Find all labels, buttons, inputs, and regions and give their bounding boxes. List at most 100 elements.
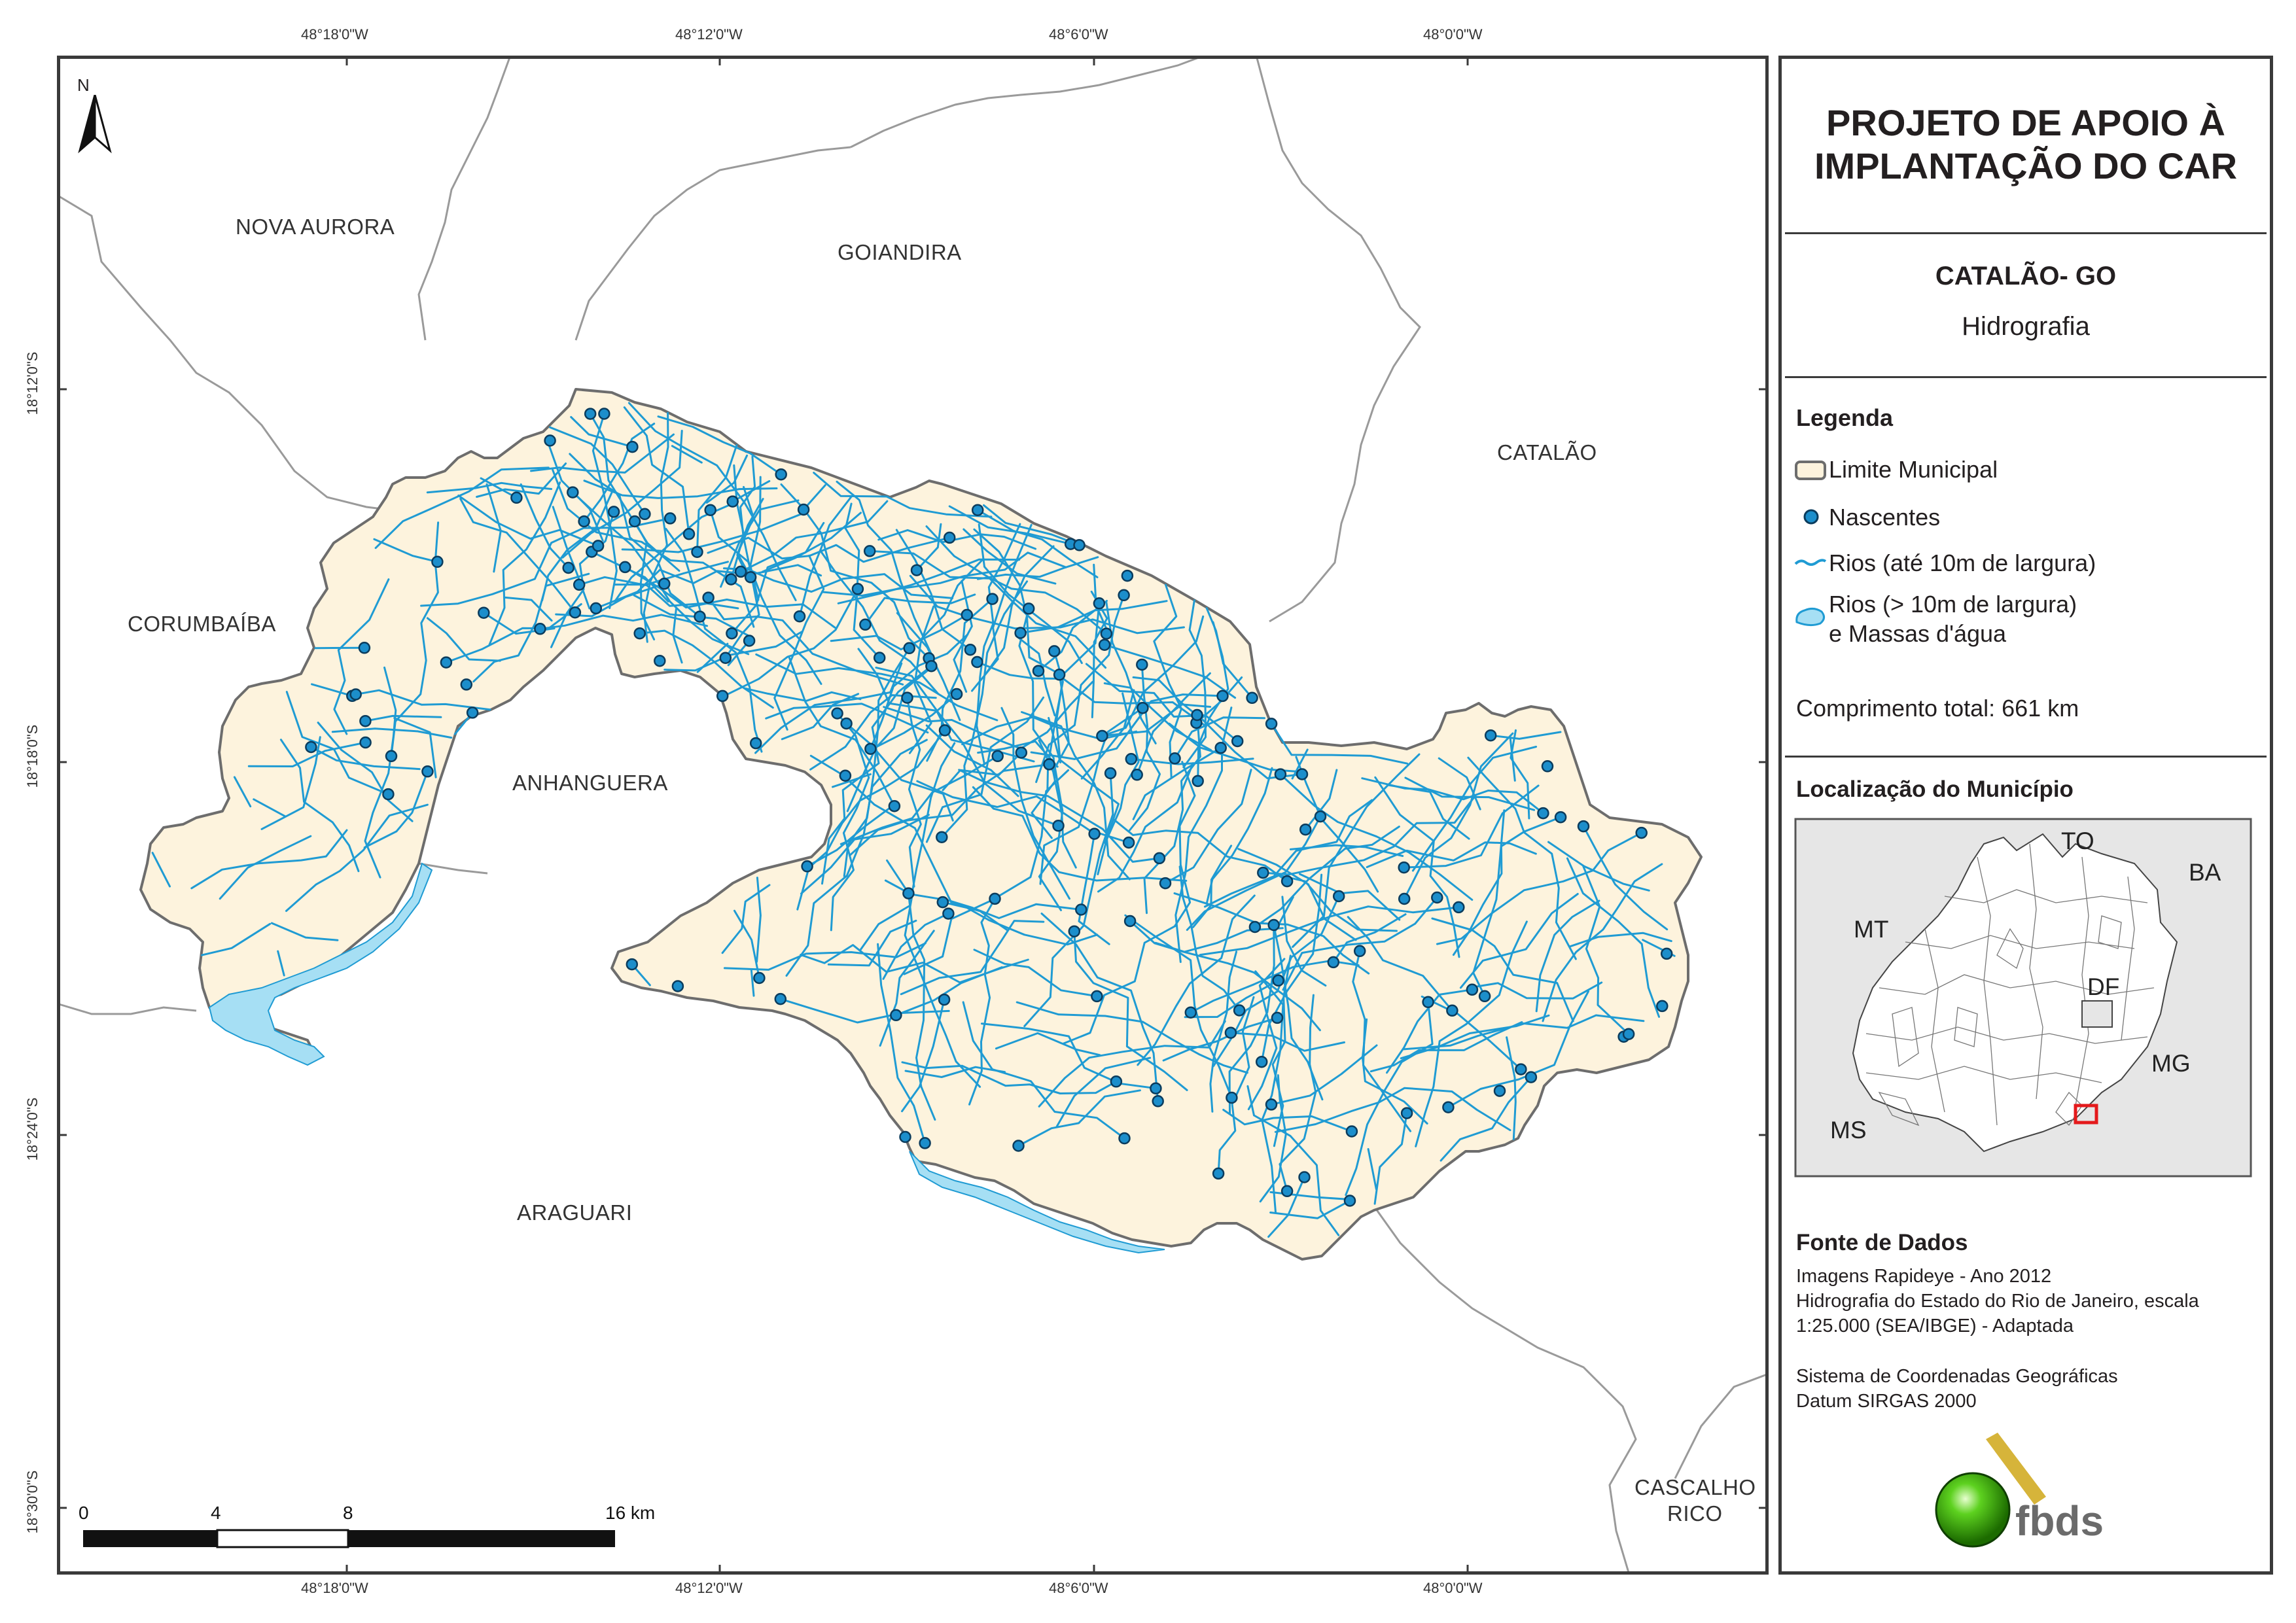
spring-point (1224, 1026, 1237, 1039)
spring-point (831, 707, 843, 720)
spring-point (903, 642, 915, 655)
river-segment (730, 464, 745, 581)
river-segment (1222, 1109, 1353, 1132)
river-segment (480, 477, 518, 499)
spring-point (584, 408, 597, 420)
river-segment (1097, 703, 1212, 737)
scale-label-4: 4 (211, 1503, 221, 1523)
spring-point (349, 688, 362, 701)
river-segment (723, 942, 927, 971)
spring-point (562, 561, 574, 574)
river-segment (1506, 1036, 1517, 1140)
spring-point (1118, 1132, 1131, 1145)
neighbor-boundaries (58, 56, 1769, 1575)
spring-point (1299, 823, 1312, 836)
river-segment (920, 557, 985, 640)
spring-point (1446, 1004, 1458, 1017)
river-segment (749, 476, 762, 601)
river-segment (1164, 769, 1252, 884)
river-segment (1000, 707, 1070, 900)
river-segment (1374, 776, 1460, 958)
water-bodies (208, 862, 1165, 1254)
spring-point (971, 655, 983, 669)
spring-point (859, 618, 872, 631)
river-segment (253, 798, 287, 818)
river-segment (858, 742, 956, 952)
river-segment (539, 614, 709, 630)
spring-point (1053, 669, 1066, 681)
river-segment (1080, 689, 1135, 780)
river-segment (1260, 873, 1323, 1063)
river-segment (968, 898, 996, 1106)
spring-point (592, 540, 605, 552)
spring-point (671, 980, 684, 992)
river-segment (1304, 769, 1338, 831)
spring-point (1493, 1085, 1506, 1097)
spring-point (1015, 746, 1028, 759)
spring-point (628, 515, 641, 528)
river-segment (845, 722, 954, 822)
spring-point (1122, 836, 1135, 849)
river-segment (623, 406, 690, 535)
river-segment (736, 485, 754, 578)
river-segment (907, 892, 936, 1121)
river-segment (393, 717, 437, 778)
river-segment (1030, 693, 1224, 760)
river-segment (578, 576, 739, 610)
spring-point (1660, 947, 1673, 960)
coord-bottom-3: 48°6'0"W (1049, 1580, 1108, 1596)
spring-point (359, 736, 372, 749)
spring-point (1073, 539, 1086, 551)
river-segment (916, 780, 1130, 844)
river-segment (906, 697, 922, 888)
spring-point (1442, 1101, 1455, 1113)
river-segment (1174, 761, 1196, 927)
spring-point (305, 741, 317, 754)
info-panel (1778, 56, 2273, 1575)
river-segment (1040, 913, 1159, 1102)
spring-point (863, 545, 876, 557)
river-segment (981, 1022, 1157, 1090)
spring-point (421, 765, 434, 778)
location-title: Localização do Município (1796, 777, 2074, 802)
river-segment (903, 769, 1070, 975)
river-segment (705, 454, 749, 504)
river-segment (1184, 979, 1280, 1019)
river-segment (837, 558, 1021, 604)
river-segment (925, 525, 1108, 635)
theme-title: Hidrografia (1962, 312, 2090, 341)
spring-point (1169, 752, 1181, 765)
spring-point (890, 1009, 902, 1022)
spring-point (1212, 1167, 1225, 1180)
river-segment (459, 498, 576, 614)
sources-title: Fonte de Dados (1796, 1230, 1968, 1255)
river-segment (908, 605, 935, 754)
legend-item-waterbody-1: Rios (> 10m de largura) (1829, 591, 2077, 618)
spring-point (864, 742, 877, 755)
river-segment (973, 528, 1059, 674)
river-segment (1132, 676, 1303, 780)
river-segment (1162, 1017, 1279, 1062)
state-ms: MS (1830, 1117, 1867, 1143)
river-segment (311, 683, 353, 697)
river-segment (1073, 930, 1188, 1091)
legend-item-rivers: Rios (até 10m de largura) (1829, 550, 2096, 576)
river-segment (909, 574, 1185, 635)
river-segment (1019, 600, 1168, 634)
north-label: N (77, 75, 90, 95)
river-segment (925, 696, 1045, 843)
river-segment (1103, 644, 1237, 699)
spring-point (1231, 735, 1244, 748)
river-segment (331, 727, 453, 739)
river-segment (151, 852, 171, 888)
river-segment (1402, 1014, 1645, 1051)
spring-point (775, 468, 787, 481)
spring-point (936, 831, 948, 843)
river-segment (1279, 773, 1474, 901)
river-segment (541, 490, 614, 602)
spring-point (726, 627, 738, 640)
river-segment (1459, 893, 1579, 989)
river-segment (363, 770, 429, 848)
river-segment (1023, 772, 1114, 1028)
spring-point (544, 434, 556, 447)
